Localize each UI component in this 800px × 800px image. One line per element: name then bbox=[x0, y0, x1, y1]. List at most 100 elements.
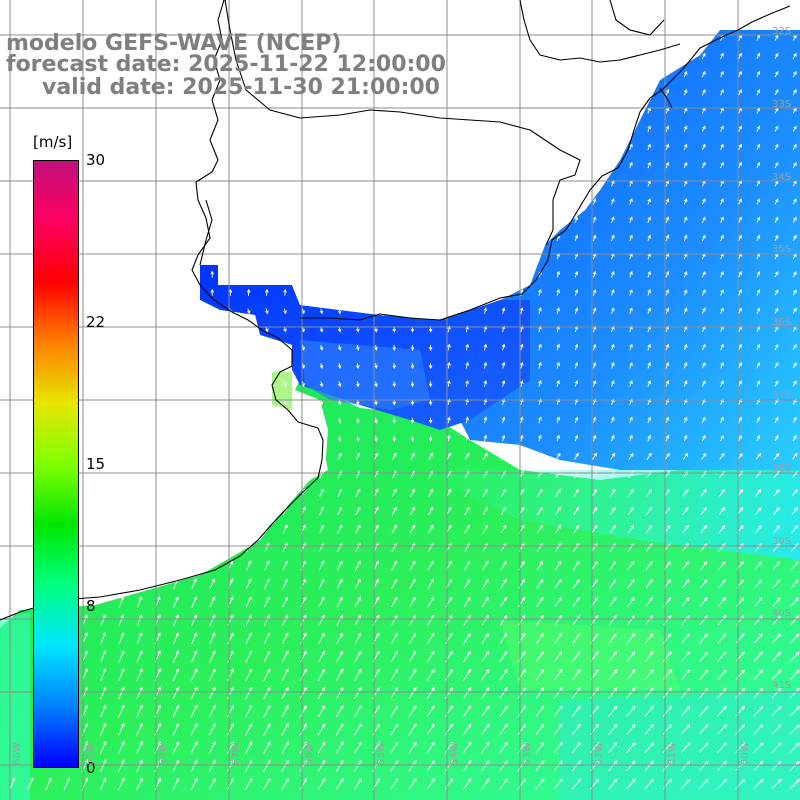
wind-arrow bbox=[665, 88, 670, 96]
wind-arrow bbox=[265, 326, 269, 333]
wind-arrow bbox=[738, 161, 742, 169]
wind-arrow bbox=[355, 542, 361, 553]
wind-arrow bbox=[463, 578, 471, 589]
wind-arrow bbox=[447, 434, 451, 442]
wind-arrow bbox=[719, 452, 725, 460]
wind-arrow bbox=[573, 524, 580, 534]
wind-arrow bbox=[117, 777, 125, 791]
wind-arrow bbox=[483, 361, 488, 369]
wind-arrow bbox=[209, 614, 216, 626]
wind-arrow bbox=[100, 614, 106, 626]
wind-arrow bbox=[627, 524, 635, 534]
wind-arrow bbox=[264, 560, 270, 571]
wind-arrow bbox=[644, 651, 654, 662]
wind-arrow bbox=[227, 686, 234, 700]
wind-arrow bbox=[517, 705, 526, 717]
wind-arrow bbox=[683, 343, 688, 351]
wind-arrow bbox=[683, 216, 688, 223]
wind-arrow bbox=[573, 506, 580, 516]
wind-arrow bbox=[282, 596, 289, 608]
wind-arrow bbox=[554, 560, 562, 571]
wind-arrow bbox=[390, 741, 399, 754]
wind-arrow bbox=[647, 434, 651, 442]
longitude-label: 54W bbox=[449, 742, 460, 765]
wind-arrow bbox=[629, 198, 633, 205]
wind-arrow bbox=[609, 578, 617, 589]
wind-arrow bbox=[263, 759, 271, 772]
wind-arrow bbox=[608, 687, 618, 699]
wind-arrow bbox=[645, 560, 653, 571]
wind-arrow bbox=[317, 777, 326, 791]
wind-arrow bbox=[738, 434, 742, 442]
wind-arrow bbox=[501, 416, 506, 424]
wind-arrow bbox=[538, 434, 542, 442]
wind-arrow bbox=[609, 560, 617, 571]
wind-arrow bbox=[735, 651, 745, 662]
wind-arrow bbox=[299, 650, 307, 663]
wind-arrow bbox=[681, 615, 690, 626]
wind-arrow bbox=[645, 597, 653, 607]
wind-arrow bbox=[535, 741, 545, 754]
wind-arrow bbox=[647, 343, 651, 351]
wind-arrow bbox=[573, 488, 580, 497]
wind-arrow bbox=[391, 506, 397, 516]
wind-arrow bbox=[792, 343, 797, 351]
wind-arrow bbox=[591, 524, 598, 534]
wind-arrow bbox=[191, 632, 198, 645]
wind-arrow bbox=[611, 216, 615, 223]
wind-arrow bbox=[683, 125, 688, 132]
wind-arrow bbox=[753, 778, 764, 790]
wind-arrow bbox=[444, 723, 453, 736]
wind-arrow bbox=[647, 289, 651, 296]
wind-arrow bbox=[537, 452, 543, 461]
wind-arrow bbox=[773, 452, 780, 460]
wind-arrow bbox=[571, 723, 581, 735]
wind-arrow bbox=[608, 760, 618, 772]
wind-arrow bbox=[428, 344, 433, 351]
wind-arrow bbox=[190, 777, 198, 791]
wind-arrow bbox=[462, 778, 472, 790]
latitude-label: 33S bbox=[772, 99, 792, 110]
latitude-label: 38S bbox=[772, 463, 792, 474]
wind-arrow bbox=[626, 687, 636, 699]
wind-arrow bbox=[390, 650, 398, 663]
wind-arrow bbox=[392, 363, 397, 370]
land bbox=[0, 0, 800, 620]
wind-arrow bbox=[554, 651, 563, 663]
model-title: modelo GEFS-WAVE (NCEP) bbox=[6, 31, 342, 56]
wind-arrow bbox=[645, 579, 653, 589]
wind-arrow bbox=[647, 143, 651, 151]
wind-arrow bbox=[355, 524, 361, 534]
wind-arrow bbox=[319, 381, 324, 388]
wind-arrow bbox=[683, 234, 688, 242]
wind-arrow bbox=[519, 343, 524, 351]
wind-arrow bbox=[592, 234, 597, 242]
wind-arrow bbox=[335, 777, 344, 790]
wind-arrow bbox=[626, 669, 636, 681]
wind-arrow bbox=[647, 216, 651, 223]
wind-arrow bbox=[136, 759, 143, 773]
wind-arrow bbox=[282, 560, 288, 571]
wind-arrow bbox=[774, 434, 779, 442]
wind-arrow bbox=[208, 722, 216, 736]
wind-arrow bbox=[792, 380, 797, 387]
wind-arrow bbox=[300, 614, 307, 626]
wind-arrow bbox=[335, 759, 344, 772]
wind-arrow bbox=[774, 143, 779, 151]
wind-arrow bbox=[756, 198, 761, 205]
wind-arrow bbox=[556, 416, 560, 424]
wind-arrow bbox=[554, 632, 563, 644]
wind-arrow bbox=[427, 632, 435, 644]
wind-arrow bbox=[773, 489, 780, 497]
wind-arrow bbox=[426, 705, 435, 718]
wind-arrow bbox=[408, 778, 417, 790]
wind-arrow bbox=[427, 578, 434, 589]
wind-arrow bbox=[738, 271, 742, 278]
wind-arrow bbox=[118, 668, 125, 682]
wind-arrow bbox=[701, 362, 706, 369]
wind-arrow bbox=[118, 614, 125, 626]
wind-arrow bbox=[681, 597, 690, 607]
wind-arrow bbox=[756, 143, 761, 151]
wind-arrow bbox=[356, 417, 360, 424]
